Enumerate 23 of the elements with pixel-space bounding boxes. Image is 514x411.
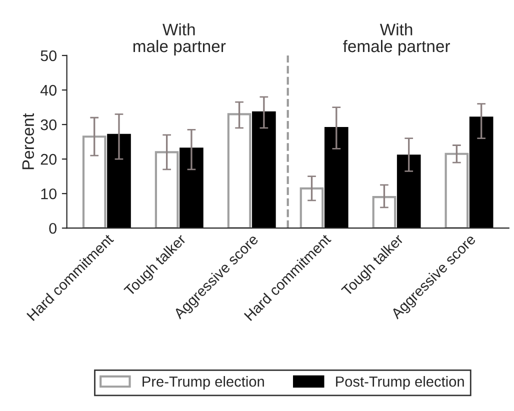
- y-axis-title: Percent: [22, 113, 34, 170]
- y-tick-label: 0: [49, 222, 56, 234]
- y-tick-label: 10: [41, 188, 56, 200]
- legend-label: Pre-Trump election: [142, 376, 264, 390]
- legend-label: Post-Trump election: [336, 376, 464, 390]
- text: With male partner: [133, 23, 226, 56]
- text: With female partner: [343, 23, 450, 56]
- bar: [180, 148, 204, 228]
- bar: [372, 196, 396, 228]
- y-tick-label: 20: [40, 154, 56, 165]
- bar: [154, 151, 179, 228]
- bar: [300, 187, 324, 228]
- y-tick-label: 40: [40, 84, 56, 96]
- bar: [82, 136, 106, 228]
- bar: [107, 134, 131, 228]
- bar: [252, 111, 276, 228]
- y-tick-label: 30: [40, 119, 56, 130]
- bar: [227, 113, 252, 228]
- bar: [324, 126, 348, 228]
- bar: [444, 152, 469, 228]
- y-tick-label: 50: [40, 50, 56, 62]
- bar: [396, 154, 421, 228]
- bar: [469, 116, 494, 228]
